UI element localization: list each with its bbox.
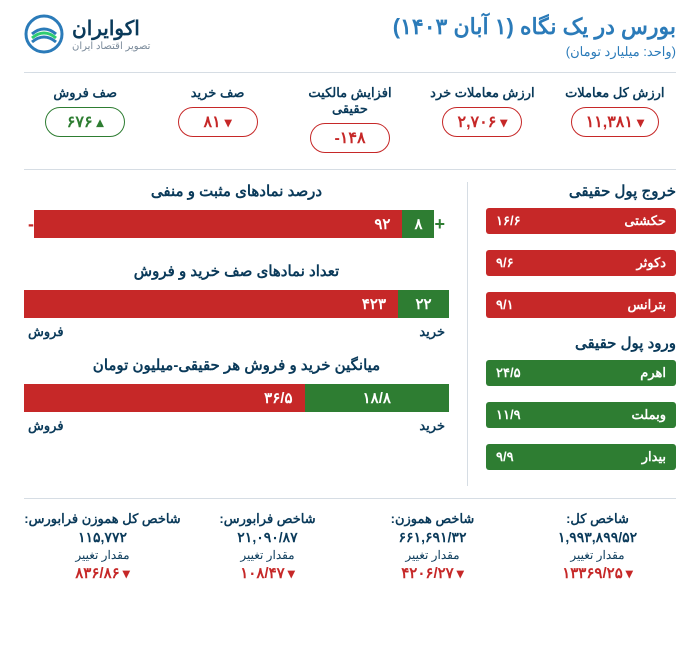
queue-sell-segment: ۴۲۳: [24, 290, 398, 318]
header: بورس در یک نگاه (۱ آبان ۱۴۰۳) (واحد: میل…: [24, 14, 676, 60]
index-label: شاخص فرابورس:: [189, 511, 346, 527]
unit-label: (واحد: میلیارد تومان): [393, 44, 676, 60]
flow-name: دکوثر: [637, 255, 667, 271]
kpi-label: ارزش معاملات خرد: [421, 85, 543, 101]
flow-name: اهرم: [640, 365, 666, 381]
inflow-title: ورود پول حقیقی: [486, 334, 676, 352]
avg-bar: ۱۸/۸ ۳۶/۵: [24, 384, 449, 412]
queue-title: تعداد نمادهای صف خرید و فروش: [24, 262, 449, 280]
flow-value: ۹/۱: [496, 297, 514, 313]
index-value: ۱۱۵,۷۷۲: [24, 529, 181, 546]
outflow-title: خروج پول حقیقی: [486, 182, 676, 200]
kpi-label: صف خرید: [156, 85, 278, 101]
index-change-label: مقدار تغییر: [24, 548, 181, 562]
plus-sign: +: [434, 214, 445, 235]
index-change-label: مقدار تغییر: [519, 548, 676, 562]
page-title: بورس در یک نگاه (۱ آبان ۱۴۰۳): [393, 14, 676, 40]
flow-name: وبملت: [632, 407, 666, 423]
flow-value: ۹/۹: [496, 449, 514, 465]
flow-name: حکشتی: [624, 213, 666, 229]
queue-sell-caption: فروش: [28, 324, 64, 340]
kpi-card: صف خرید ۸۱: [156, 85, 278, 153]
index-change-label: مقدار تغییر: [189, 548, 346, 562]
divider: [24, 72, 676, 73]
index-value: ۲۱,۰۹۰/۸۷: [189, 529, 346, 546]
index-label: شاخص کل:: [519, 511, 676, 527]
index-card: شاخص کل: ۱,۹۹۳,۸۹۹/۵۲ مقدار تغییر ۱۳۳۶۹/…: [519, 511, 676, 583]
flow-row: وبملت ۱۱/۹: [486, 402, 676, 428]
flow-row: دکوثر ۹/۶: [486, 250, 676, 276]
posneg-bar: ۸ ۹۲: [34, 210, 434, 238]
logo-tagline: تصویر اقتصاد ایران: [72, 41, 150, 52]
kpi-card: ارزش معاملات خرد ۲,۷۰۶: [421, 85, 543, 153]
kpi-card: افزایش مالکیت حقیقی ۱۴۸-: [289, 85, 411, 153]
index-change: ۴۲۰۶/۲۷: [401, 564, 464, 582]
kpi-value: ۶۷۶: [45, 107, 125, 137]
avg-buy-caption: خرید: [419, 418, 445, 434]
kpi-card: ارزش کل معاملات ۱۱,۳۸۱: [554, 85, 676, 153]
index-card: شاخص فرابورس: ۲۱,۰۹۰/۸۷ مقدار تغییر ۱۰۸/…: [189, 511, 346, 583]
index-change: ۱۳۳۶۹/۲۵: [562, 564, 633, 582]
flow-name: بترانس: [627, 297, 666, 313]
kpi-label: افزایش مالکیت حقیقی: [289, 85, 411, 117]
money-flow-panel: خروج پول حقیقی حکشتی ۱۶/۶ دکوثر ۹/۶ بترانس ۹/…: [486, 182, 676, 486]
posneg-title: درصد نمادهای مثبت و منفی: [24, 182, 449, 200]
flow-row: بترانس ۹/۱: [486, 292, 676, 318]
flow-row: اهرم ۲۴/۵: [486, 360, 676, 386]
charts-panel: درصد نمادهای مثبت و منفی + ۸ ۹۲ - تعداد …: [24, 182, 468, 486]
brand-logo: اکوایران تصویر اقتصاد ایران: [24, 14, 150, 54]
logo-icon: [24, 14, 64, 54]
kpi-value: ۱۱,۳۸۱: [571, 107, 659, 137]
kpi-label: صف فروش: [24, 85, 146, 101]
index-card: شاخص کل هموزن فرابورس: ۱۱۵,۷۷۲ مقدار تغی…: [24, 511, 181, 583]
index-label: شاخص کل هموزن فرابورس:: [24, 511, 181, 527]
index-change-label: مقدار تغییر: [354, 548, 511, 562]
indices-row: شاخص کل: ۱,۹۹۳,۸۹۹/۵۲ مقدار تغییر ۱۳۳۶۹/…: [24, 511, 676, 583]
flow-value: ۱۱/۹: [496, 407, 521, 423]
queue-buy-segment: ۲۲: [398, 290, 449, 318]
kpi-row: ارزش کل معاملات ۱۱,۳۸۱ ارزش معاملات خرد …: [24, 85, 676, 153]
kpi-value: ۸۱: [178, 107, 258, 137]
posneg-positive-segment: ۸: [402, 210, 434, 238]
index-card: شاخص هموزن: ۶۶۱,۶۹۱/۳۲ مقدار تغییر ۴۲۰۶/…: [354, 511, 511, 583]
avg-sell-segment: ۳۶/۵: [24, 384, 305, 412]
flow-row: بیدار ۹/۹: [486, 444, 676, 470]
kpi-label: ارزش کل معاملات: [554, 85, 676, 101]
index-label: شاخص هموزن:: [354, 511, 511, 527]
avg-title: میانگین خرید و فروش هر حقیقی-میلیون توما…: [24, 356, 449, 374]
kpi-value: ۱۴۸-: [310, 123, 390, 153]
kpi-value: ۲,۷۰۶: [442, 107, 522, 137]
posneg-negative-segment: ۹۲: [34, 210, 402, 238]
logo-name: اکوایران: [72, 16, 150, 41]
flow-value: ۱۶/۶: [496, 213, 521, 229]
kpi-card: صف فروش ۶۷۶: [24, 85, 146, 153]
index-change: ۸۳۶/۸۶: [75, 564, 129, 582]
queue-buy-caption: خرید: [419, 324, 445, 340]
flow-value: ۲۴/۵: [496, 365, 521, 381]
index-value: ۱,۹۹۳,۸۹۹/۵۲: [519, 529, 676, 546]
avg-buy-segment: ۱۸/۸: [305, 384, 449, 412]
avg-sell-caption: فروش: [28, 418, 64, 434]
index-change: ۱۰۸/۴۷: [240, 564, 294, 582]
flow-value: ۹/۶: [496, 255, 514, 271]
flow-name: بیدار: [642, 449, 666, 465]
index-value: ۶۶۱,۶۹۱/۳۲: [354, 529, 511, 546]
queue-bar: ۲۲ ۴۲۳: [24, 290, 449, 318]
flow-row: حکشتی ۱۶/۶: [486, 208, 676, 234]
